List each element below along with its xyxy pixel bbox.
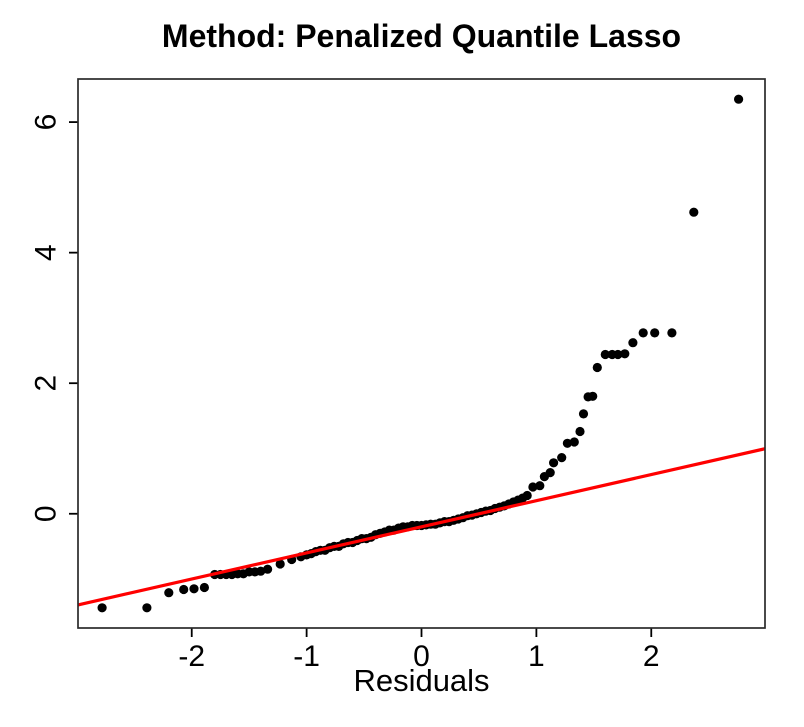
data-point	[562, 438, 573, 448]
data-point	[549, 458, 559, 468]
y-axis-tick-label: 6	[30, 114, 63, 131]
chart-title: Method: Penalized Quantile Lasso	[161, 18, 682, 54]
data-point	[620, 349, 630, 359]
x-axis-tick-label: 1	[528, 640, 545, 673]
data-point	[600, 349, 610, 360]
data-point	[275, 559, 285, 569]
data-point	[592, 362, 602, 373]
x-axis-tick-label: -2	[178, 640, 205, 673]
data-point	[734, 94, 744, 104]
x-axis-tick-label: 2	[643, 640, 660, 673]
data-point	[528, 482, 538, 492]
y-axis-tick-label: 2	[30, 375, 63, 392]
plot-box	[77, 78, 766, 629]
data-point	[142, 603, 152, 613]
x-axis-tick-label: -1	[293, 640, 320, 673]
data-point	[667, 328, 677, 338]
data-point	[588, 391, 598, 401]
data-point	[628, 338, 638, 348]
data-point	[689, 207, 699, 217]
data-point	[557, 453, 567, 463]
data-point	[189, 584, 199, 594]
y-axis-tick-label: 0	[30, 505, 63, 522]
data-point	[522, 490, 532, 501]
qq-reference-line	[77, 447, 766, 607]
data-point	[535, 481, 545, 491]
scatter-points	[97, 94, 744, 613]
data-point	[199, 582, 209, 593]
data-point	[97, 603, 107, 613]
data-point	[650, 328, 660, 338]
x-axis-tick-label: 0	[413, 640, 430, 673]
data-point	[613, 349, 623, 360]
data-point	[575, 426, 585, 437]
data-point	[578, 409, 589, 419]
data-point	[569, 437, 579, 447]
data-point	[256, 566, 266, 576]
data-point	[164, 588, 174, 598]
x-axis-label: Residuals	[353, 663, 490, 698]
data-point	[638, 328, 648, 338]
data-point	[545, 468, 555, 478]
data-point	[263, 564, 273, 574]
y-axis-tick-label: 4	[30, 244, 63, 261]
data-point	[179, 584, 189, 595]
